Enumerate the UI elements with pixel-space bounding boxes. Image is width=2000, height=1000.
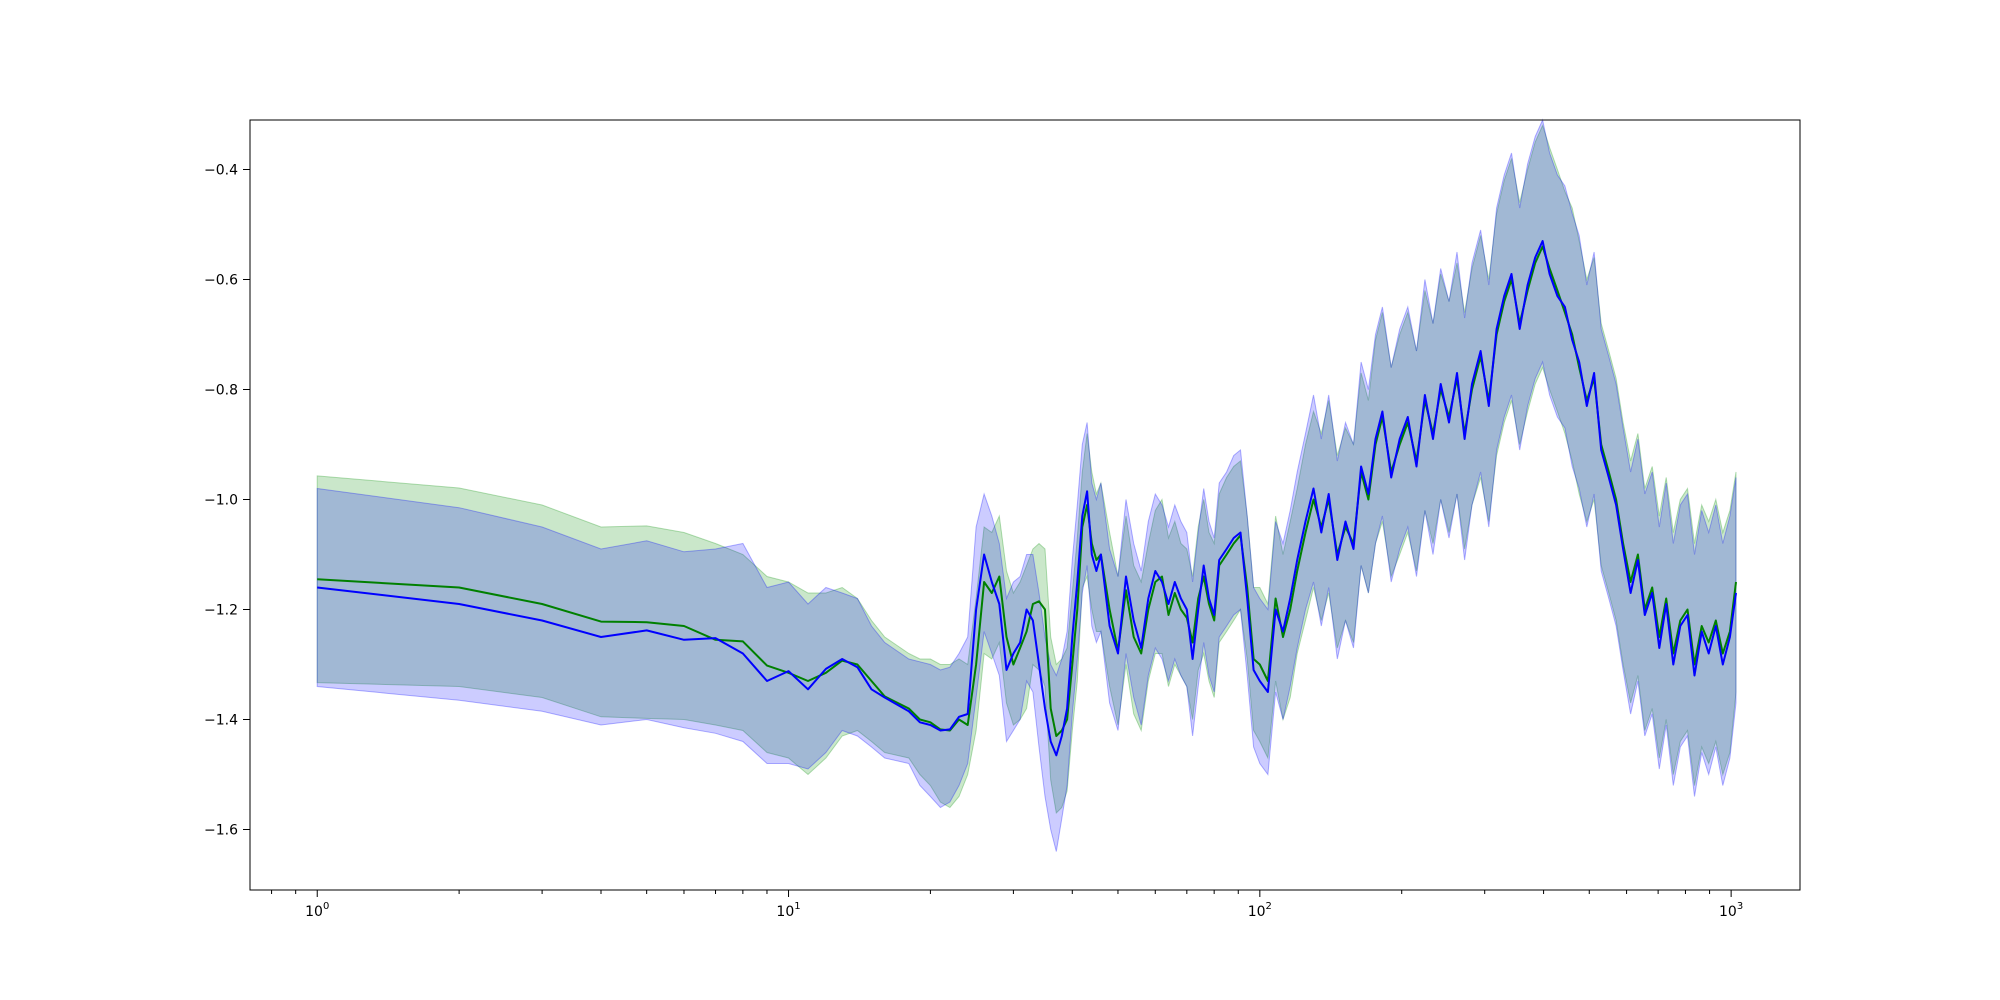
confidence-bands bbox=[316, 118, 1737, 852]
y-tick-label: −1.4 bbox=[204, 713, 238, 729]
series-lines bbox=[317, 240, 1737, 757]
series-1-band bbox=[316, 124, 1737, 815]
y-tick-label: −1.6 bbox=[204, 823, 238, 839]
x-tick-label: 102 bbox=[1248, 901, 1272, 920]
series-2-band bbox=[316, 118, 1737, 852]
series-2-line bbox=[317, 240, 1737, 757]
x-tick-label: 100 bbox=[305, 901, 329, 920]
x-axis-ticks: 100 101 102 103 bbox=[271, 890, 1743, 920]
y-tick-label: −1.0 bbox=[204, 493, 238, 509]
y-tick-label: −1.2 bbox=[204, 603, 238, 619]
y-tick-label: −0.4 bbox=[204, 163, 238, 179]
axes-frame bbox=[249, 119, 1801, 891]
y-tick-label: −0.6 bbox=[204, 273, 238, 289]
y-tick-label: −0.8 bbox=[204, 383, 238, 399]
x-tick-label: 101 bbox=[776, 901, 800, 920]
x-tick-label: 103 bbox=[1719, 901, 1743, 920]
y-axis-ticks: −0.4 −0.6 −0.8 −1.0 −1.2 −1.4 −1.6 bbox=[204, 163, 250, 839]
